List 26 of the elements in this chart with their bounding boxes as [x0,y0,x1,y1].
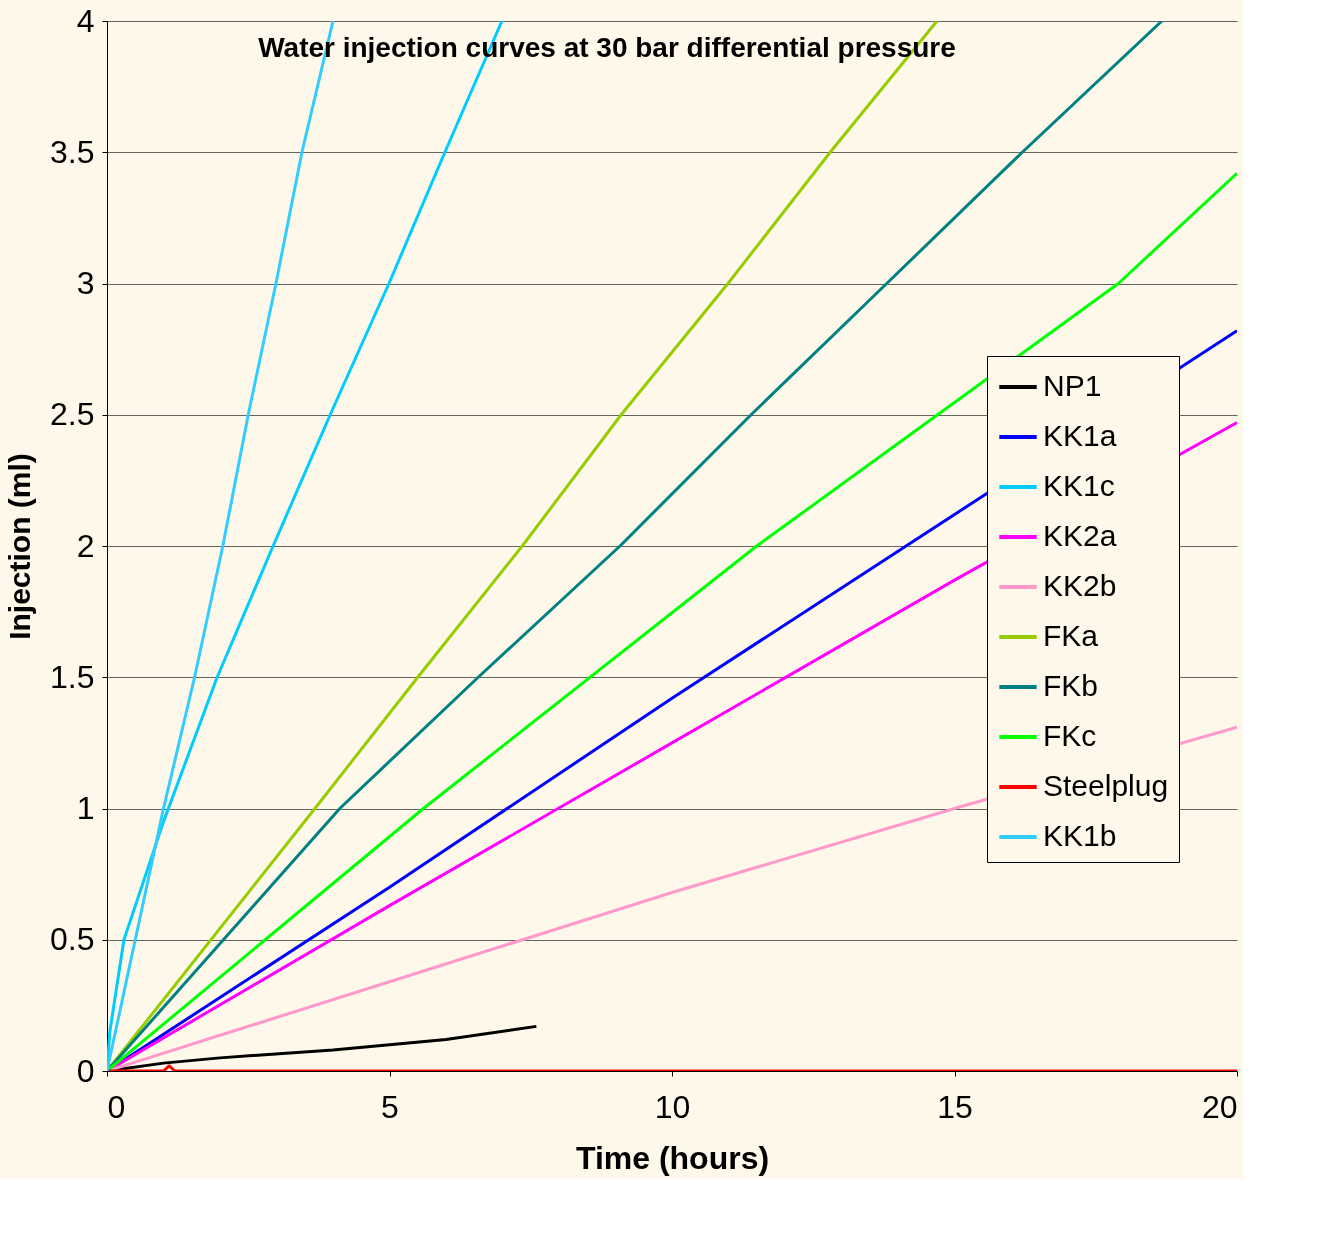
legend-label: KK2b [1043,569,1117,602]
y-tick-label: 0 [76,1052,95,1089]
legend-label: FKb [1043,669,1099,702]
y-tick-label: 2.5 [50,396,95,433]
y-axis-title: Injection (ml) [3,453,37,640]
legend-label: KK1b [1043,819,1117,852]
legend-label: KK2a [1043,519,1117,552]
legend-label: FKa [1043,619,1099,652]
x-tick-label: 15 [937,1088,973,1125]
legend-label: KK1c [1043,469,1115,502]
legend-label: Steelplug [1043,769,1169,802]
legend-label: KK1a [1043,419,1117,452]
y-tick-label: 2 [76,527,95,564]
y-tick-label: 4 [76,2,95,39]
x-tick-label: 10 [654,1088,691,1125]
x-tick-label: 0 [107,1088,126,1125]
y-tick-label: 1 [76,790,95,826]
x-tick-label: 20 [1201,1088,1238,1125]
y-tick-label: 3 [76,265,95,301]
legend-label: FKc [1043,719,1097,752]
legend-label: NP1 [1043,369,1102,402]
x-tick-label: 5 [381,1088,399,1125]
y-tick-label: 3.5 [50,133,95,170]
y-tick-label: 1.5 [50,658,95,695]
x-axis-title: Time (hours) [575,1139,770,1176]
y-tick-label: 0.5 [50,921,95,958]
